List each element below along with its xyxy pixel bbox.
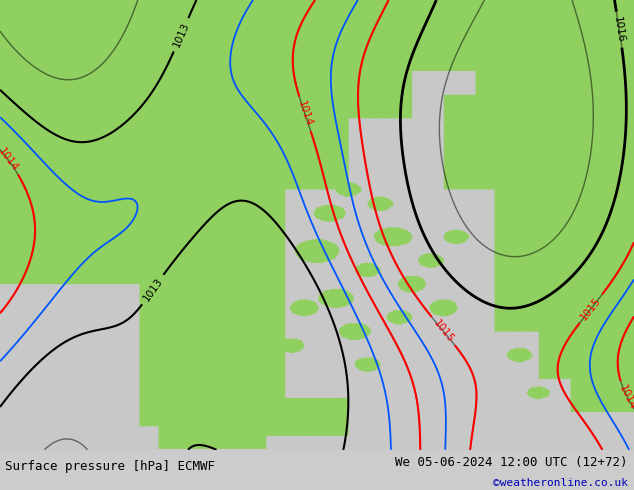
Text: Surface pressure [hPa] ECMWF: Surface pressure [hPa] ECMWF [5,460,215,473]
Text: 1014: 1014 [296,100,314,128]
Text: 1013: 1013 [141,276,165,303]
Text: 1014: 1014 [618,384,634,412]
Text: We 05-06-2024 12:00 UTC (12+72): We 05-06-2024 12:00 UTC (12+72) [395,456,628,469]
Text: 1013: 1013 [171,21,191,49]
Text: 1016: 1016 [612,16,626,44]
Text: 1015: 1015 [431,318,456,344]
Text: 1015: 1015 [579,295,603,322]
Text: ©weatheronline.co.uk: ©weatheronline.co.uk [493,478,628,488]
Text: 1014: 1014 [0,146,20,173]
